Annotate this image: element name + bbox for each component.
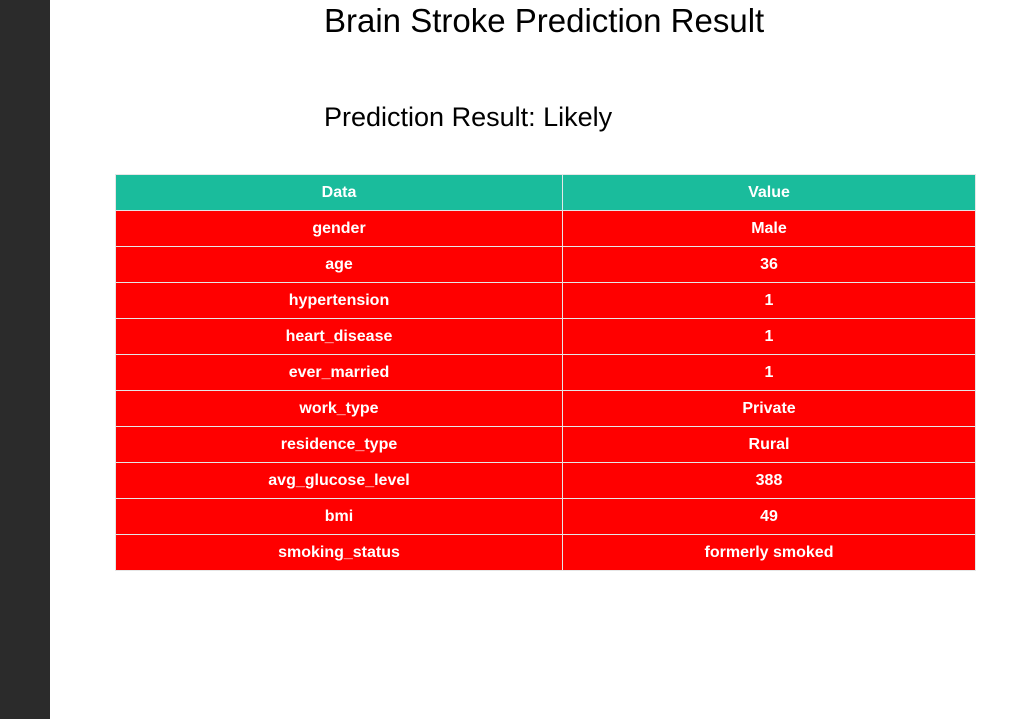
row-field: residence_type <box>115 426 563 463</box>
row-value: Rural <box>562 426 976 463</box>
row-field: smoking_status <box>115 534 563 571</box>
page-title: Brain Stroke Prediction Result <box>324 2 765 39</box>
row-field: heart_disease <box>115 318 563 355</box>
table-row: avg_glucose_level 388 <box>115 462 976 499</box>
row-value: 388 <box>562 462 976 499</box>
results-table: Data Value gender Male age 36 hypertensi… <box>115 174 976 571</box>
table-row: residence_type Rural <box>115 426 976 463</box>
table-row: ever_married 1 <box>115 354 976 391</box>
table-row: smoking_status formerly smoked <box>115 534 976 571</box>
row-value: Male <box>562 210 976 247</box>
row-field: bmi <box>115 498 563 535</box>
header-value: Value <box>562 174 976 211</box>
row-field: gender <box>115 210 563 247</box>
row-field: hypertension <box>115 282 563 319</box>
table-row: bmi 49 <box>115 498 976 535</box>
row-field: age <box>115 246 563 283</box>
row-value: 49 <box>562 498 976 535</box>
row-value: 1 <box>562 282 976 319</box>
row-value: 1 <box>562 318 976 355</box>
row-value: Private <box>562 390 976 427</box>
row-field: ever_married <box>115 354 563 391</box>
row-value: formerly smoked <box>562 534 976 571</box>
prediction-result: Prediction Result: Likely <box>324 101 612 133</box>
table-header-row: Data Value <box>115 174 976 211</box>
row-value: 1 <box>562 354 976 391</box>
prediction-label: Prediction Result: <box>324 102 536 132</box>
row-field: avg_glucose_level <box>115 462 563 499</box>
table-row: hypertension 1 <box>115 282 976 319</box>
table-row: age 36 <box>115 246 976 283</box>
table-row: work_type Private <box>115 390 976 427</box>
side-panel-strip <box>0 0 50 719</box>
row-field: work_type <box>115 390 563 427</box>
table-row: heart_disease 1 <box>115 318 976 355</box>
prediction-value: Likely <box>543 102 613 132</box>
table-row: gender Male <box>115 210 976 247</box>
header-data: Data <box>115 174 563 211</box>
row-value: 36 <box>562 246 976 283</box>
